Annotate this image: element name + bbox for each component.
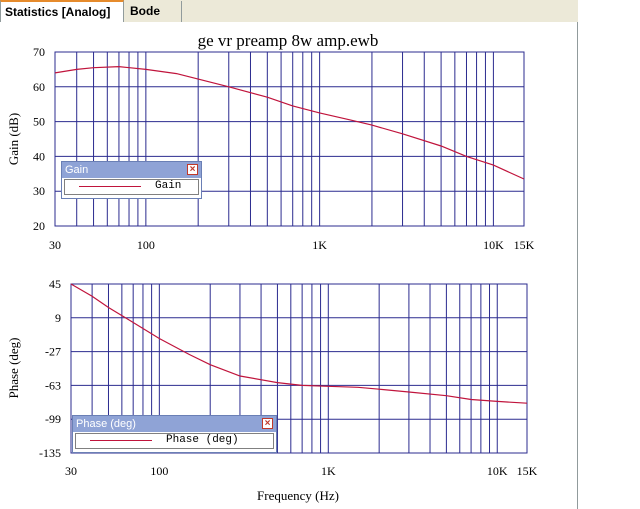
gain-legend-swatch xyxy=(79,186,141,187)
y-tick-label: 60 xyxy=(33,80,45,94)
phase-legend-swatch xyxy=(90,440,152,441)
x-axis-label: Frequency (Hz) xyxy=(257,488,339,503)
x-tick-label: 100 xyxy=(150,464,168,478)
tab-statistics-analog[interactable]: Statistics [Analog] xyxy=(0,0,124,22)
x-tick-label: 15K xyxy=(514,238,535,252)
y-tick-label: 45 xyxy=(49,277,61,291)
series-line-gain xyxy=(54,65,525,180)
phase-legend[interactable]: Phase (deg) × Phase (deg) xyxy=(72,415,277,453)
y-tick-label: -99 xyxy=(45,412,61,426)
close-icon[interactable]: × xyxy=(262,418,273,429)
x-tick-label: 1K xyxy=(321,464,336,478)
phase-legend-title-text: Phase (deg) xyxy=(76,418,136,430)
gain-legend-entry: Gain xyxy=(64,179,199,195)
phase-legend-label: Phase (deg) xyxy=(166,434,239,446)
y-tick-label: -63 xyxy=(45,378,61,392)
x-tick-label: 30 xyxy=(65,464,77,478)
y-tick-label: -27 xyxy=(45,345,61,359)
x-tick-label: 100 xyxy=(137,238,155,252)
phase-legend-title[interactable]: Phase (deg) × xyxy=(73,416,276,432)
plot-frame xyxy=(70,283,528,454)
tab-bode[interactable]: Bode xyxy=(126,1,182,22)
gain-plot: 20 30 40 50 60 70 30 100 1K 10K 15K xyxy=(33,45,535,252)
gain-legend-title-text: Gain xyxy=(65,164,89,176)
x-tick-label: 1K xyxy=(312,238,327,252)
x-tick-label: 10K xyxy=(487,464,508,478)
y-tick-label: 50 xyxy=(33,115,45,129)
y-tick-label: 9 xyxy=(55,311,61,325)
y-tick-label: 70 xyxy=(33,45,45,59)
gain-legend[interactable]: Gain × Gain xyxy=(61,161,202,199)
tab-bar: Statistics [Analog] Bode xyxy=(0,0,578,23)
y-tick-label: 20 xyxy=(33,219,45,233)
gain-y-axis-label: Gain (dB) xyxy=(6,113,21,165)
chart-title: ge vr preamp 8w amp.ewb xyxy=(198,31,379,50)
x-tick-label: 30 xyxy=(49,238,61,252)
phase-y-axis-label: Phase (deg) xyxy=(6,337,21,398)
x-tick-label: 15K xyxy=(517,464,538,478)
series-line-phase xyxy=(70,283,528,404)
gain-legend-title[interactable]: Gain × xyxy=(62,162,201,178)
phase-legend-entry: Phase (deg) xyxy=(75,433,274,449)
y-tick-label: 40 xyxy=(33,149,45,163)
y-tick-label: -135 xyxy=(39,446,61,460)
plot-frame xyxy=(54,51,525,227)
gain-legend-label: Gain xyxy=(155,180,182,192)
x-tick-label: 10K xyxy=(483,238,504,252)
close-icon[interactable]: × xyxy=(187,164,198,175)
y-tick-label: 30 xyxy=(33,184,45,198)
